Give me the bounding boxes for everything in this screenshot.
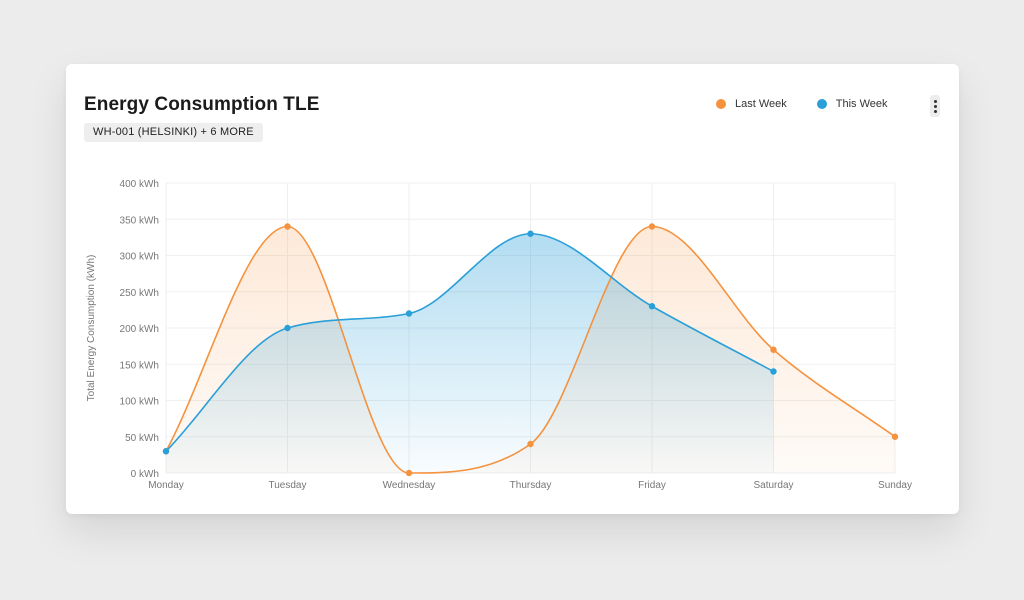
chart-legend: Last Week This Week (716, 98, 888, 110)
legend-label-this-week: This Week (835, 98, 888, 110)
legend-item-this-week[interactable]: This Week (816, 98, 888, 110)
more-options-icon[interactable] (930, 95, 940, 117)
y-tick-label: 300 kWh (120, 252, 159, 263)
data-point-this-week (527, 230, 534, 237)
series-line-last-week (165, 225, 896, 474)
legend-marker-last-week (716, 99, 726, 109)
legend-marker-this-week (816, 99, 827, 109)
data-point-this-week (162, 448, 170, 455)
x-tick-label: Wednesday (383, 480, 436, 491)
x-tick-label: Friday (638, 480, 666, 491)
data-point-last-week (891, 433, 899, 440)
y-tick-label: 0 kWh (131, 469, 159, 480)
location-filter-badge[interactable]: WH-001 (HELSINKI) + 6 MORE (84, 123, 263, 142)
y-tick-label: 100 kWh (120, 397, 159, 408)
y-tick-label: 250 kWh (120, 288, 159, 299)
chart-card: Energy Consumption TLE WH-001 (HELSINKI)… (66, 64, 959, 514)
x-tick-label: Sunday (878, 480, 912, 491)
data-point-last-week (405, 469, 413, 477)
data-point-last-week (648, 223, 656, 230)
data-point-last-week (284, 223, 291, 230)
data-point-last-week (527, 440, 534, 448)
data-point-this-week (770, 368, 777, 375)
y-tick-label: 150 kWh (120, 360, 159, 371)
y-tick-label: 50 kWh (125, 433, 159, 444)
y-tick-label: 200 kWh (120, 324, 159, 335)
series-line-this-week (165, 232, 774, 452)
data-point-this-week (648, 303, 656, 310)
data-point-this-week (284, 324, 291, 332)
x-tick-label: Saturday (753, 480, 793, 491)
data-point-this-week (405, 310, 413, 317)
legend-item-last-week[interactable]: Last Week (716, 98, 787, 110)
series-area-this-week (166, 233, 774, 473)
x-tick-label: Tuesday (269, 480, 307, 491)
x-tick-label: Thursday (510, 480, 552, 491)
energy-chart: 0 kWh 50 kWh 100 kWh 150 kWh 200 kWh 250 kWh 3… (86, 179, 912, 491)
y-tick-label: 400 kWh (120, 179, 159, 190)
legend-label-last-week: Last Week (735, 98, 787, 110)
data-point-last-week (770, 346, 777, 353)
y-tick-label: 350 kWh (120, 215, 159, 226)
chart-title: Energy Consumption TLE (84, 94, 320, 115)
y-axis-label: Total Energy Consumption (kWh) (86, 255, 97, 402)
x-tick-label: Monday (148, 480, 184, 491)
